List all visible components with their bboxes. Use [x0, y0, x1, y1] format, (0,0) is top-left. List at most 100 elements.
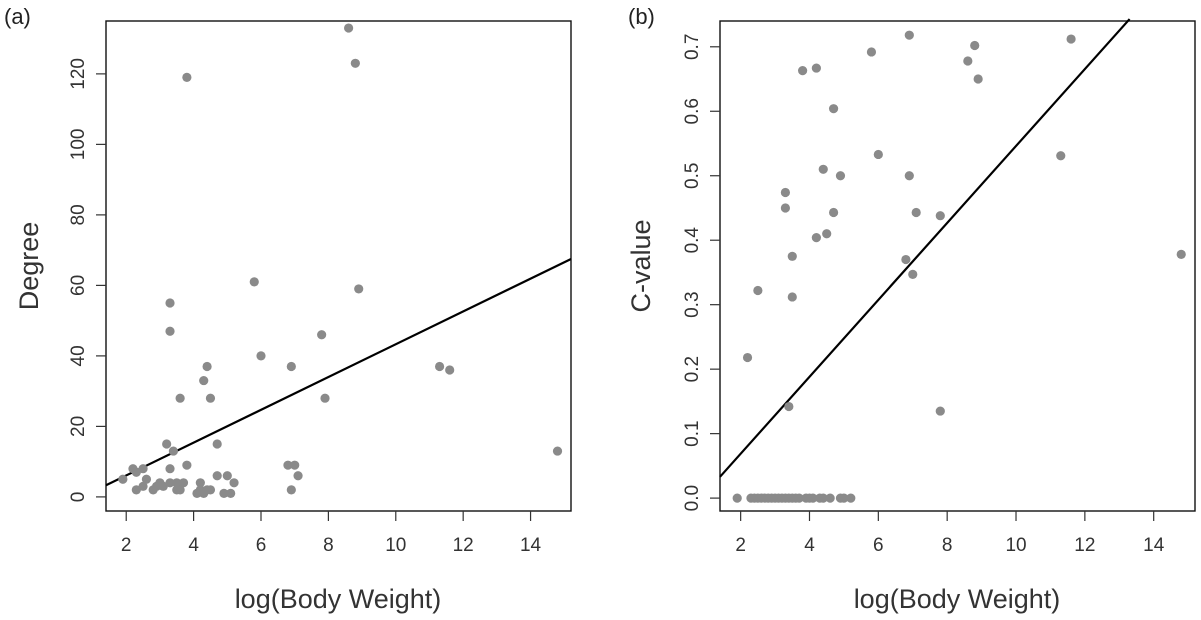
- panel-b-data-point: [742, 352, 753, 363]
- panel-a-x-axis-title: log(Body Weight): [235, 584, 442, 614]
- panel-b-x-tick-label: 14: [1143, 535, 1165, 556]
- panel-b-data-point: [866, 47, 877, 57]
- panel-b-regression-line: [719, 18, 1131, 478]
- panel-b-data-point: [828, 207, 839, 218]
- panel-b-data-point: [911, 207, 921, 218]
- panel-b-data-point: [780, 187, 790, 198]
- panel-b-data-point: [808, 493, 818, 503]
- panel-b-y-tick-label: 0.1: [682, 420, 703, 446]
- panel-a-data-point: [138, 481, 148, 491]
- panel-b-y-tick-label: 0.4: [682, 227, 703, 254]
- panel-b-y-tick-label: 0.7: [682, 34, 703, 60]
- panel-a-x-tick-label: 14: [520, 535, 542, 556]
- panel-a-x-tick-label: 4: [188, 535, 199, 556]
- panel-a-data-point: [158, 481, 168, 491]
- panel-a-data-point: [229, 478, 239, 488]
- panel-a-data-point: [202, 361, 212, 372]
- panel-a-x-tick-label: 2: [121, 535, 132, 556]
- panel-a-data-point: [131, 485, 141, 495]
- panel-b-data-point: [798, 66, 808, 76]
- panel-b-y-axis: 0.0 0.1 0.2 0.3 0.4 0.5 0.6 0.7: [682, 34, 720, 511]
- panel-b-data-point: [963, 56, 973, 66]
- panel-a-data-point: [141, 474, 152, 484]
- panel-a-data-point: [226, 488, 236, 498]
- panel-b-x-tick-label: 4: [804, 535, 815, 556]
- panel-b-x-tick-label: 8: [942, 535, 953, 556]
- panel-a-data-point: [138, 464, 148, 474]
- panel-a-data-point: [165, 298, 175, 308]
- panel-a-y-tick-label: 80: [68, 204, 89, 225]
- panel-b-data-point: [780, 203, 790, 213]
- panel-a-data-point: [320, 393, 330, 403]
- panel-a-data-point: [317, 330, 327, 340]
- panel-a-data-point: [172, 478, 182, 488]
- panel-b-data-point: [822, 229, 832, 239]
- panel-a-data-point: [165, 464, 175, 474]
- panel-a-data-point: [212, 471, 222, 481]
- panel-a-regression-line: [105, 257, 572, 487]
- panel-a-data-point: [354, 284, 364, 294]
- panel-b-data-point: [794, 493, 804, 503]
- panel-b-data-point: [1066, 34, 1076, 44]
- panel-b-points: [732, 30, 1186, 503]
- panel-b-x-axis: 2 4 6 8 10 12 14: [735, 511, 1165, 556]
- panel-a-data-point: [552, 446, 563, 456]
- panel-a-label: (a): [4, 4, 31, 29]
- panel-a-data-point: [434, 361, 445, 372]
- panel-a-points: [118, 23, 563, 498]
- panel-a-x-axis: 2 4 6 8 10 12 14: [121, 511, 542, 556]
- panel-a-data-point: [118, 474, 128, 484]
- panel-b-y-tick-label: 0.3: [682, 291, 703, 317]
- panel-a-data-point: [222, 471, 232, 481]
- panel-b-data-point: [904, 30, 914, 40]
- panel-a-x-tick-label: 6: [256, 535, 267, 556]
- panel-a-data-point: [195, 478, 205, 488]
- panel-b-data-point: [828, 104, 839, 114]
- panel-a-data-point: [286, 361, 296, 372]
- panel-a-y-axis: 0 20 40 60 80 100 120: [68, 58, 106, 502]
- panel-a-data-point: [249, 277, 259, 287]
- panel-a-data-point: [350, 58, 360, 68]
- panel-a-data-point: [219, 488, 229, 498]
- panel-a-data-point: [205, 393, 216, 403]
- panel-b-plot-frame: [719, 20, 1196, 512]
- panel-a-x-tick-label: 10: [385, 535, 406, 556]
- panel-a-x-tick-label: 12: [453, 535, 474, 556]
- panel-b-data-point: [935, 406, 945, 416]
- panel-b-data-point: [835, 171, 846, 181]
- panel-a: (a) 2 4 6 8 10 12 14 0 20 40 60 80 100 120 log(Body …: [4, 4, 572, 614]
- panel-b-data-point: [935, 211, 945, 221]
- panel-a-data-point: [182, 72, 192, 83]
- panel-b-y-tick-label: 0.6: [682, 98, 703, 124]
- panel-a-data-point: [212, 439, 222, 449]
- panel-b-data-point: [1056, 151, 1066, 161]
- panel-b-y-tick-label: 0.5: [682, 163, 703, 189]
- panel-a-data-point: [199, 375, 209, 386]
- panel-b-data-point: [904, 171, 914, 181]
- panel-b-data-point: [908, 269, 918, 279]
- panel-b-data-point: [973, 74, 983, 84]
- panel-a-data-point: [175, 393, 185, 403]
- panel-a-y-tick-label: 40: [68, 345, 89, 366]
- panel-a-regression-layer: [105, 257, 572, 487]
- panel-a-plot-frame: [105, 20, 572, 512]
- panel-b-y-tick-label: 0.0: [682, 485, 703, 511]
- panel-a-data-point: [290, 460, 300, 470]
- panel-b-data-point: [1176, 249, 1186, 259]
- panel-a-data-point: [256, 351, 266, 361]
- panel-b-label: (b): [628, 4, 655, 29]
- panel-b-x-tick-label: 10: [1005, 535, 1026, 556]
- panel-b-x-tick-label: 6: [873, 535, 884, 556]
- panel-b-x-tick-label: 12: [1074, 535, 1095, 556]
- panel-a-data-point: [165, 478, 175, 488]
- panel-a-y-tick-label: 60: [68, 275, 89, 296]
- panel-b-data-point: [901, 254, 911, 265]
- panel-b-data-point: [753, 285, 763, 296]
- panel-a-data-point: [283, 460, 293, 470]
- panel-b-data-point: [873, 149, 883, 160]
- panel-b-data-point: [818, 164, 828, 174]
- panel-a-data-point: [178, 478, 189, 488]
- panel-a-data-point: [182, 460, 192, 470]
- panel-a-data-point: [205, 485, 216, 495]
